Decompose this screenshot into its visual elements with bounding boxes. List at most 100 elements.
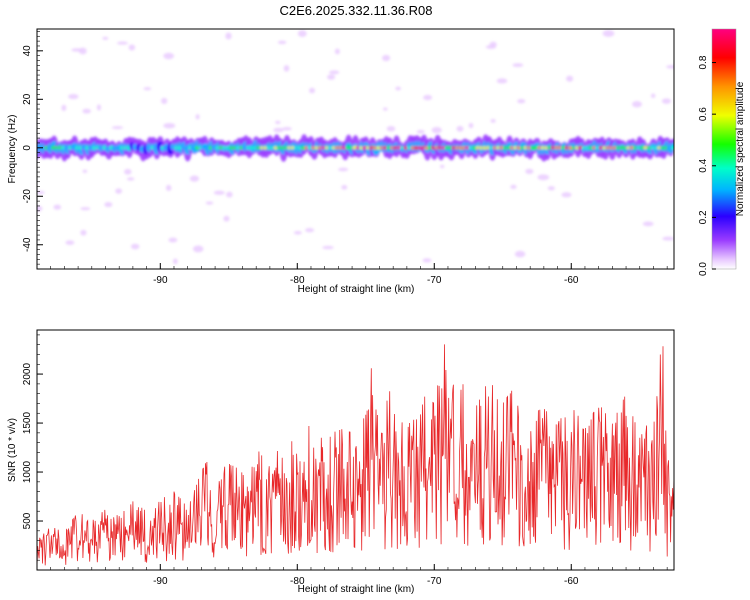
heatmap-speckle: [53, 204, 62, 210]
heatmap-speckle: [456, 125, 464, 132]
heatmap-speckle: [82, 108, 91, 114]
heatmap-cells: [37, 30, 674, 265]
colorbar-tick-label: 0.2: [698, 210, 709, 224]
heatmap-speckle: [37, 190, 45, 195]
x-tick-label: -80: [290, 576, 305, 587]
heatmap-speckle: [561, 192, 572, 198]
heatmap-speckle: [309, 87, 316, 94]
x-tick-label: -70: [427, 576, 442, 587]
heatmap-speckle: [431, 126, 442, 134]
x-tick-label: -90: [153, 275, 168, 286]
heatmap-speckle: [395, 86, 401, 91]
heatmap-speckle: [293, 231, 302, 235]
heatmap-speckle: [115, 188, 123, 194]
snr-line-layer: [37, 344, 674, 567]
heatmap-speckle: [104, 201, 113, 208]
heatmap-speckle: [334, 48, 340, 55]
x-tick-label: -70: [427, 275, 442, 286]
snr-frame: [36, 329, 675, 571]
x-tick-label: -60: [564, 275, 579, 286]
snr-x-ticks: -90 -80 -70 -60: [36, 564, 668, 587]
spectrogram-y-label: Frequency (Hz): [7, 115, 18, 184]
spectrogram-x-ticks: -90 -80 -70 -60: [36, 263, 668, 286]
spectrogram-frame: [36, 28, 675, 270]
figure-title: C2E6.2025.332.11.36.R08: [280, 3, 433, 18]
colorbar-tick-label: 0.0: [698, 262, 709, 276]
heatmap-speckle: [547, 186, 555, 191]
heatmap-speckle: [440, 164, 445, 169]
colorbar-tick-label: 0.4: [698, 158, 709, 172]
heatmap-speckle: [163, 52, 175, 60]
snr-y-ticks: 500 1000 1500 2000: [22, 334, 43, 561]
heatmap-speckle: [283, 65, 290, 72]
heatmap-speckle: [189, 175, 200, 182]
heatmap-speckle: [65, 240, 75, 245]
heatmap-speckle: [275, 120, 281, 125]
heatmap-speckle: [514, 250, 526, 258]
x-tick-label: -80: [290, 275, 305, 286]
heatmap-speckle: [225, 32, 232, 40]
heatmap-speckle: [168, 237, 178, 243]
y-tick-label: 500: [22, 512, 33, 529]
heatmap-speckle: [327, 74, 336, 80]
heatmap-speckle: [282, 126, 292, 131]
heatmap-speckle: [386, 126, 396, 132]
heatmap-speckle: [226, 191, 233, 198]
heatmap-speckle: [165, 184, 172, 192]
heatmap-speckle: [80, 229, 87, 236]
heatmap-speckle: [650, 93, 656, 99]
heatmap-speckle: [173, 258, 178, 265]
heatmap-speckle: [205, 201, 214, 205]
heatmap-speckle: [537, 174, 550, 181]
heatmap-speckle: [61, 104, 67, 112]
heatmap-speckle: [382, 54, 391, 62]
heatmap-speckle: [68, 94, 79, 100]
spectrogram-panel: -90 -80 -70 -60 -40 -20 0 20 40 Height of strai…: [7, 28, 675, 295]
heatmap-speckle: [631, 101, 643, 108]
heatmap-speckle: [496, 78, 508, 84]
heatmap-speckle: [423, 94, 433, 101]
y-tick-label: -40: [22, 237, 33, 252]
y-tick-label: 1000: [22, 460, 33, 483]
y-tick-label: -20: [22, 189, 33, 204]
snr-panel: -90 -80 -70 -60 500 1000 1500 2000 Height of s…: [7, 329, 675, 595]
heatmap-speckle: [71, 48, 83, 52]
y-tick-label: 0: [22, 145, 33, 151]
colorbar: 0.0 0.2 0.4 0.6 0.8 Normalized spectral ampl…: [698, 28, 746, 276]
heatmap-speckle: [143, 87, 152, 91]
heatmap-speckle: [490, 118, 496, 123]
colorbar-gradient: [711, 28, 737, 270]
y-tick-label: 2000: [22, 363, 33, 386]
heatmap-speckle: [126, 177, 135, 181]
colorbar-label: Normalized spectral amplitude: [735, 81, 746, 216]
x-tick-label: -60: [564, 576, 579, 587]
heatmap-speckle: [383, 107, 388, 111]
heatmap-speckle: [102, 36, 109, 40]
heatmap-speckle: [82, 169, 88, 173]
heatmap-speckle: [116, 41, 128, 45]
heatmap-speckle: [195, 114, 200, 120]
colorbar-tick-label: 0.8: [698, 55, 709, 69]
heatmap-speckle: [80, 207, 91, 211]
heatmap-speckle: [305, 227, 315, 233]
heatmap-speckle: [416, 129, 425, 134]
heatmap-speckle: [338, 167, 349, 172]
spectrogram-heatmap: [37, 30, 674, 265]
heatmap-speckle: [297, 30, 307, 38]
heatmap-speckle: [662, 236, 674, 241]
heatmap-speckle: [512, 63, 524, 68]
heatmap-speckle: [642, 221, 654, 227]
heatmap-speckle: [124, 168, 132, 175]
heatmap-speckle: [130, 243, 140, 250]
heatmap-speckle: [322, 245, 334, 250]
heatmap-speckle: [661, 98, 671, 104]
snr-x-label: Height of straight line (km): [298, 584, 415, 595]
heatmap-speckle: [213, 190, 225, 195]
heatmap-speckle: [510, 184, 517, 189]
heatmap-speckle: [666, 65, 674, 69]
heatmap-speckle: [161, 97, 168, 105]
heatmap-speckle: [192, 245, 204, 253]
heatmap-speckle: [517, 99, 526, 104]
heatmap-speckle: [128, 44, 136, 51]
